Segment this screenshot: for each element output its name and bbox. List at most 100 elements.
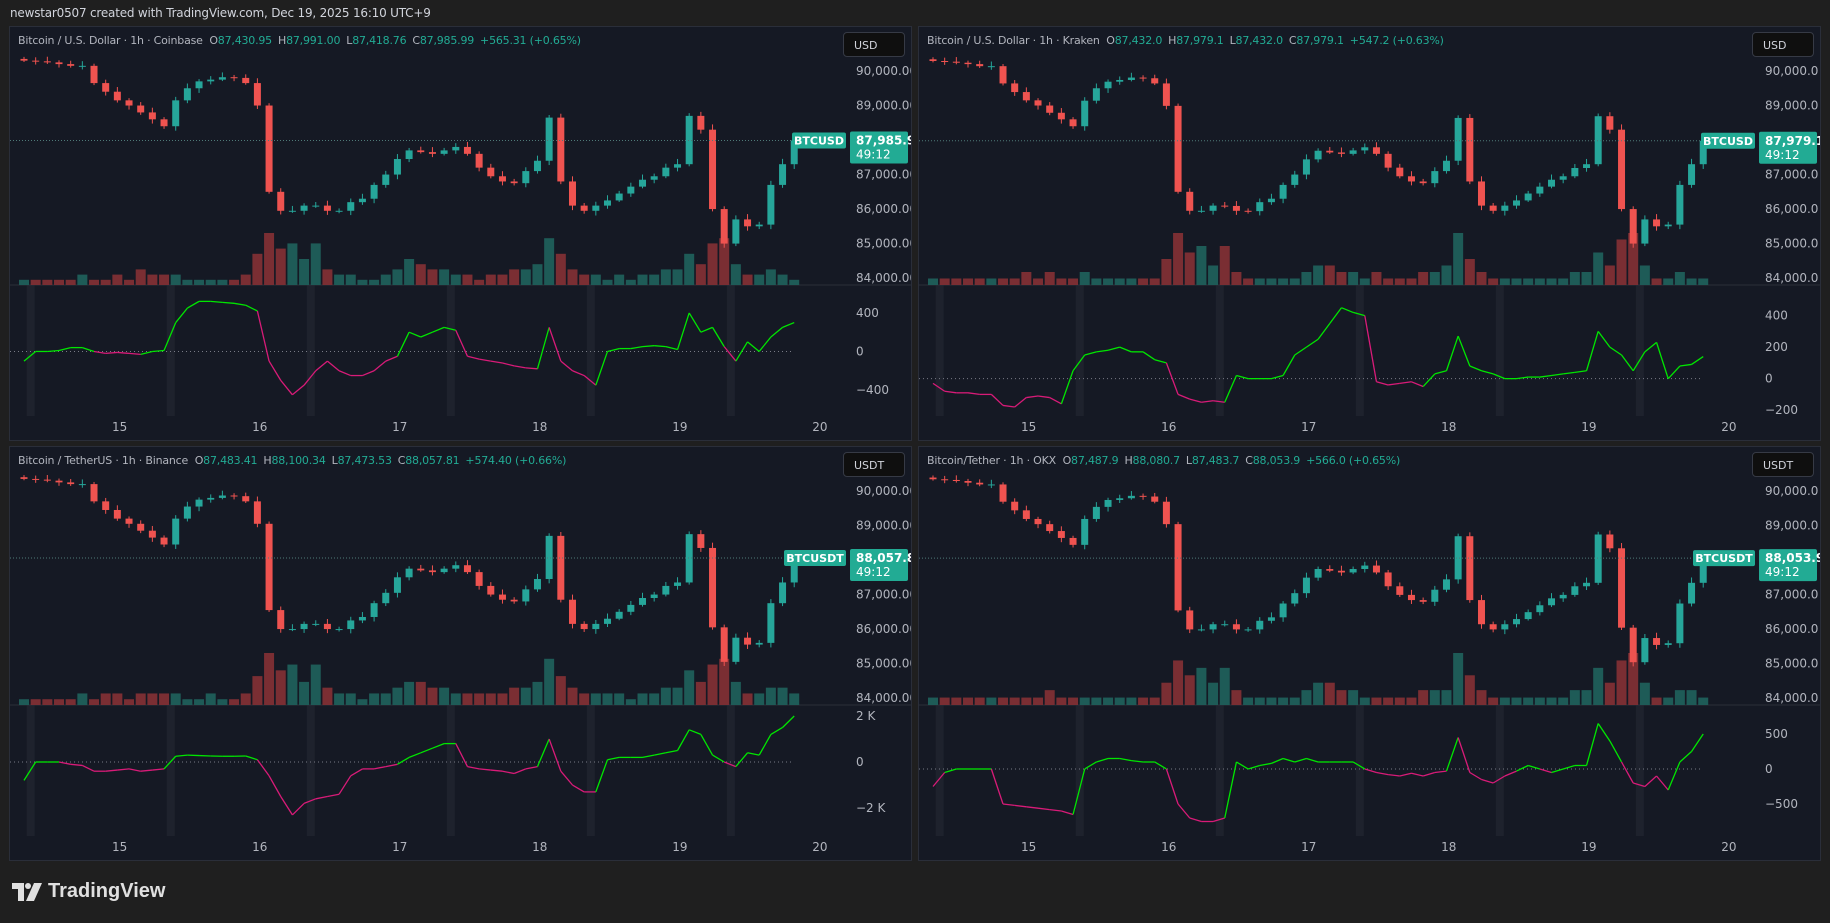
candle <box>43 61 51 63</box>
time-tick-label: 18 <box>532 420 547 434</box>
h-value: 87,991.00 <box>286 34 341 47</box>
candle <box>1116 79 1124 82</box>
candle <box>767 184 775 225</box>
volume-bar <box>1371 272 1382 285</box>
oscillator-segment <box>1037 395 1050 399</box>
candle <box>20 477 28 479</box>
candle <box>1209 205 1217 211</box>
chart-panel-binance[interactable]: Bitcoin / TetherUS · 1h · Binance O87,48… <box>9 446 912 861</box>
volume-bar <box>1488 697 1499 705</box>
volume-bar <box>462 274 473 285</box>
price-tick-label: 84,000.00 <box>856 691 912 705</box>
price-tick-label: 86,000.0 <box>1765 622 1818 636</box>
candle <box>452 565 460 569</box>
candle <box>428 152 436 154</box>
currency-button[interactable]: USD <box>843 32 905 57</box>
volume-bar <box>1453 653 1464 705</box>
volume-bar <box>1068 697 1079 705</box>
oscillator-segment <box>572 784 585 793</box>
volume-bar <box>637 693 648 705</box>
volume-bar <box>1686 278 1697 285</box>
volume-bar <box>229 699 240 705</box>
oscillator-segment <box>1259 762 1272 767</box>
candle <box>941 479 949 481</box>
currency-button[interactable]: USDT <box>843 452 905 477</box>
candle <box>709 547 717 628</box>
l-value: 87,483.7 <box>1191 454 1240 467</box>
volume-bar <box>112 693 123 705</box>
candle <box>592 205 600 211</box>
candle <box>662 585 670 595</box>
candle <box>183 506 191 519</box>
price-tick-label: 87,000.0 <box>1765 588 1818 602</box>
candle <box>1699 558 1707 583</box>
chart-panel-okx[interactable]: Bitcoin/Tether · 1h · OKX O87,487.9 H88,0… <box>918 446 1821 861</box>
oscillator-segment <box>548 738 562 772</box>
oscillator-segment <box>536 738 550 767</box>
oscillator-segment <box>1060 370 1074 405</box>
volume-bar <box>1453 233 1464 285</box>
oscillator-segment <box>1644 341 1657 353</box>
oscillator-segment <box>1341 307 1354 314</box>
oscillator-segment <box>1691 733 1704 752</box>
oscillator-segment <box>432 742 445 749</box>
oscillator-segment <box>175 307 188 323</box>
oscillator-segment <box>1516 764 1529 772</box>
volume-bar <box>1301 272 1312 285</box>
oscillator-segment <box>560 770 573 786</box>
currency-button[interactable]: USD <box>1752 32 1814 57</box>
volume-bar <box>474 693 485 705</box>
currency-button[interactable]: USDT <box>1752 452 1814 477</box>
oscillator-tick-label: 0 <box>1765 372 1773 386</box>
oscillator-segment <box>1236 761 1249 770</box>
time-tick-label: 19 <box>672 840 687 854</box>
volume-bar <box>520 687 531 705</box>
candle <box>1384 572 1392 587</box>
symbol-tag: BTCUSDT <box>786 552 844 565</box>
price-tick-label: 90,000.00 <box>856 64 912 78</box>
volume-bar <box>1499 697 1510 705</box>
chart-panel-kraken[interactable]: Bitcoin / U.S. Dollar · 1h · Kraken O87,… <box>918 26 1821 441</box>
volume-bar <box>1628 233 1639 285</box>
oscillator-segment <box>560 360 573 372</box>
candle <box>732 219 740 244</box>
oscillator-segment <box>607 756 620 761</box>
volume-bar <box>19 699 29 705</box>
oscillator-segment <box>128 768 141 772</box>
candle <box>1513 200 1520 206</box>
price-tick-label: 87,000.00 <box>856 168 912 182</box>
candle <box>732 637 740 662</box>
volume-bar <box>322 269 333 285</box>
candle <box>1384 153 1392 168</box>
chart-panel-coinbase[interactable]: Bitcoin / U.S. Dollar · 1h · Coinbase O8… <box>9 26 912 441</box>
session-break <box>1215 705 1224 836</box>
candle <box>288 629 296 631</box>
oscillator-segment <box>1294 346 1307 356</box>
volume-bar <box>54 279 65 285</box>
candle <box>102 501 110 510</box>
candle <box>755 642 763 645</box>
volume-bar <box>951 697 962 705</box>
candle <box>1069 119 1077 127</box>
oscillator-segment <box>654 752 666 756</box>
candle <box>510 181 518 184</box>
candle <box>533 579 541 590</box>
session-break <box>1075 285 1084 416</box>
candle <box>475 153 483 168</box>
volume-bar <box>730 264 741 285</box>
candle <box>487 585 495 595</box>
candle <box>999 484 1007 502</box>
oscillator-segment <box>467 765 480 770</box>
volume-bar <box>1511 697 1522 705</box>
tradingview-logo[interactable]: TradingView <box>12 880 165 903</box>
candle <box>347 620 355 630</box>
volume-bar <box>1068 278 1079 285</box>
oscillator-segment <box>1469 365 1482 372</box>
session-break <box>1635 705 1644 836</box>
candle <box>1244 210 1252 212</box>
oscillator-segment <box>711 327 725 347</box>
volume-bar <box>1639 682 1650 705</box>
session-break <box>26 285 35 416</box>
volume-bar <box>1569 272 1580 285</box>
volume-bar <box>299 681 310 705</box>
